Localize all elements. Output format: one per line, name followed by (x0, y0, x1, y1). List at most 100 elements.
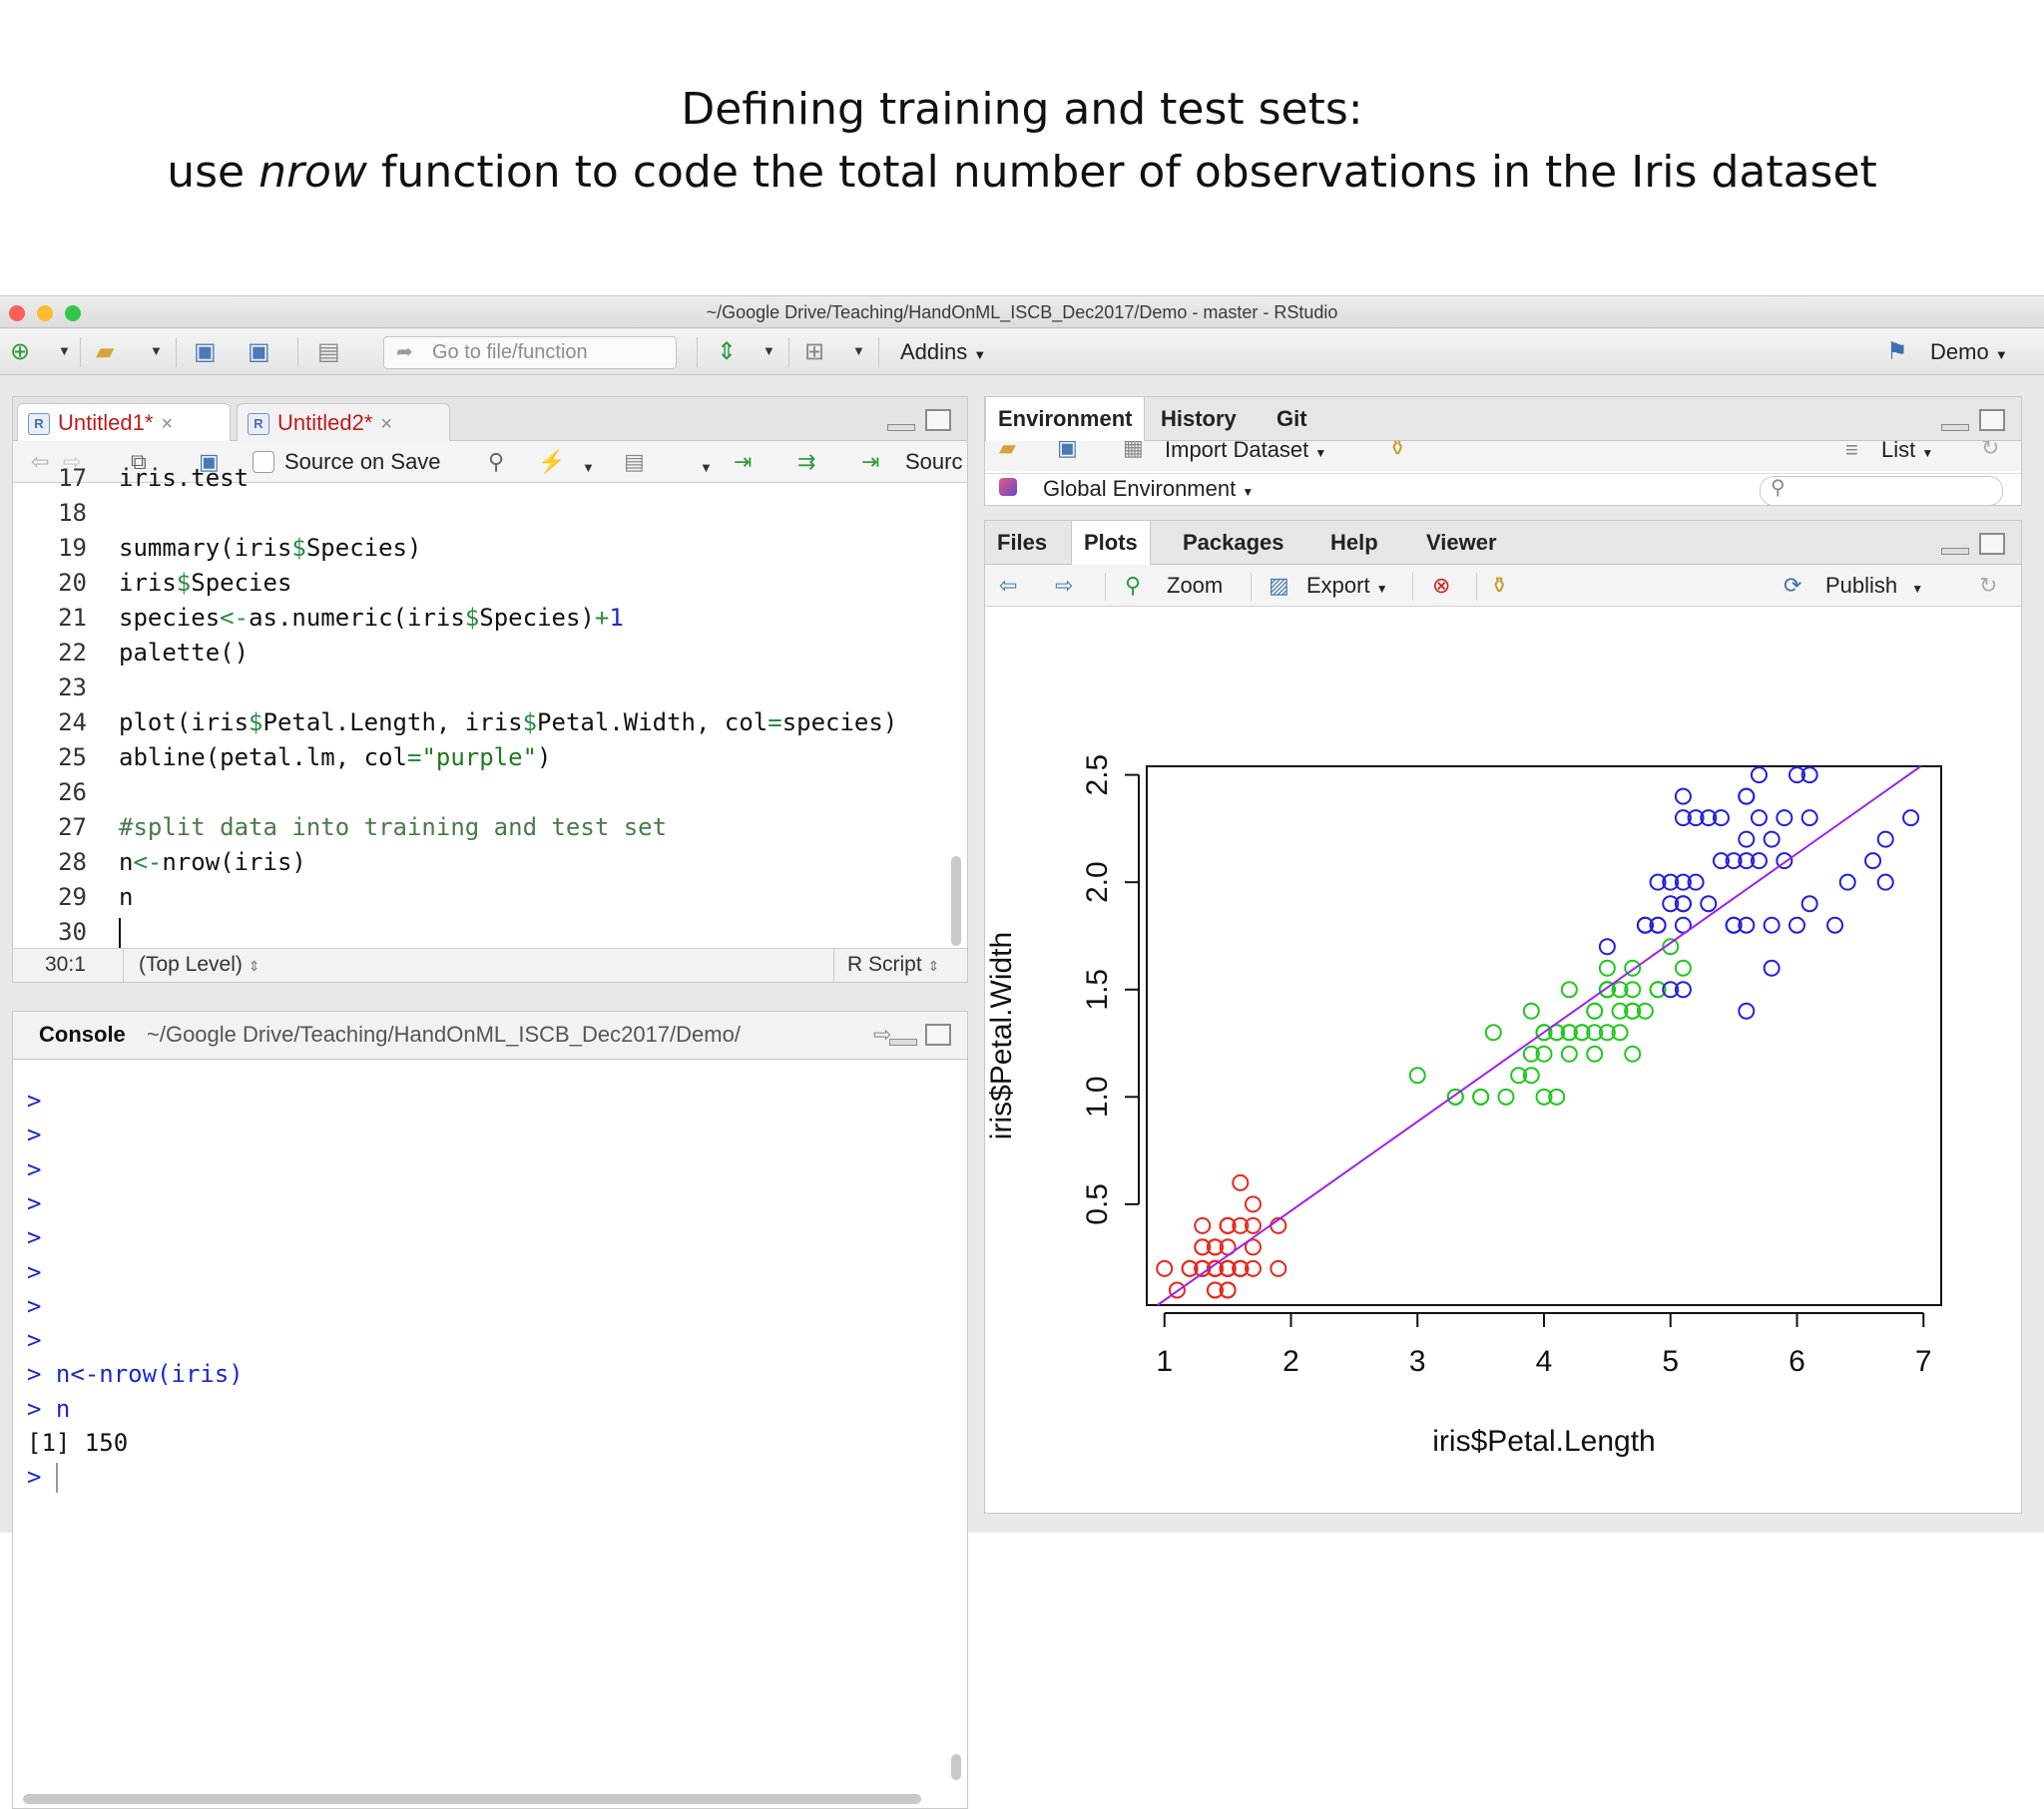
git-icon[interactable]: ⇕ (717, 338, 738, 365)
close-window-button[interactable] (9, 305, 25, 321)
insert-chunk-dropdown-icon[interactable]: ▼ (700, 460, 713, 475)
export-label: Export (1306, 573, 1370, 598)
go-to-file-input[interactable]: ➦ Go to file/function (383, 336, 677, 369)
save-icon[interactable]: ▣ (194, 338, 217, 365)
list-view-selector[interactable]: List ▼ (1881, 441, 1933, 463)
code-line: 22 palette() (13, 636, 955, 671)
maximize-pane-icon[interactable] (925, 409, 951, 431)
zoom-button[interactable]: Zoom (1167, 573, 1224, 598)
tab-history[interactable]: History (1161, 406, 1237, 431)
console-prompt-line: > (27, 1223, 42, 1252)
wand-dropdown-icon[interactable]: ▼ (582, 460, 595, 475)
new-file-icon[interactable]: ⊕ (10, 338, 31, 365)
line-number: 18 (58, 499, 87, 527)
open-dropdown-icon[interactable]: ▼ (150, 343, 163, 358)
data-point (1662, 873, 1680, 891)
x-tick-label: 2 (1282, 1345, 1299, 1378)
close-tab-icon[interactable]: × (380, 413, 393, 435)
maximize-pane-icon[interactable] (1979, 409, 2005, 431)
maximize-pane-icon[interactable] (1979, 533, 2005, 555)
tab-help[interactable]: Help (1330, 530, 1378, 555)
git-dropdown-icon[interactable]: ▼ (763, 343, 775, 358)
scope-label: (Top Level) (139, 953, 243, 976)
environment-search-input[interactable]: ⚲ (1760, 476, 2003, 505)
tab-environment[interactable]: Environment (985, 397, 1146, 442)
minimize-pane-icon[interactable] (889, 1024, 917, 1046)
console-scrollbar[interactable] (951, 1754, 961, 1780)
clear-plots-broom-icon[interactable]: ⚱ (1490, 573, 1509, 598)
forward-arrow-icon[interactable]: ⇨ (63, 449, 82, 474)
save-workspace-icon[interactable]: ▣ (1057, 441, 1078, 460)
search-icon[interactable]: ⚲ (488, 449, 505, 474)
import-dataset-button[interactable]: Import Dataset ▼ (1165, 441, 1326, 463)
zoom-window-button[interactable] (65, 305, 81, 321)
layout-dropdown-icon[interactable]: ▼ (852, 343, 865, 358)
tab-git[interactable]: Git (1277, 406, 1307, 431)
remove-plot-icon[interactable]: ⊗ (1432, 573, 1451, 598)
plot-viewer: 1 2 3 4 5 6 7 0.5 1.0 1.5 2.0 2.5 iris$Petal.Length i… (985, 607, 2021, 1513)
scope-selector[interactable]: (Top Level) ⇕ (139, 949, 259, 982)
data-point (1624, 1045, 1642, 1063)
data-point (1522, 1067, 1540, 1085)
data-point (1725, 916, 1743, 934)
environment-selector[interactable]: Global Environment ▼ (1043, 476, 1254, 502)
magic-wand-icon[interactable]: ⚡ (538, 449, 566, 474)
data-point (1232, 1173, 1250, 1191)
new-file-dropdown-icon[interactable]: ▼ (58, 343, 71, 358)
x-tick-label: 5 (1662, 1345, 1679, 1378)
refresh-icon[interactable]: ↻ (1981, 441, 2000, 460)
next-plot-icon[interactable]: ⇨ (1055, 573, 1074, 598)
tab-viewer[interactable]: Viewer (1426, 530, 1497, 555)
print-icon[interactable]: ▤ (317, 338, 340, 365)
save-all-icon[interactable]: ▣ (248, 338, 270, 365)
maximize-pane-icon[interactable] (925, 1024, 951, 1046)
code-line: 23 (13, 671, 955, 705)
publish-button[interactable]: Publish ▼ (1825, 573, 1923, 602)
x-tick-label: 7 (1915, 1345, 1932, 1378)
open-project-icon[interactable]: ▰ (96, 338, 115, 365)
data-point (1687, 809, 1705, 827)
tab-packages[interactable]: Packages (1183, 530, 1284, 555)
source-button-label[interactable]: Sourc (905, 449, 963, 474)
source-on-save-checkbox[interactable] (253, 451, 274, 473)
load-workspace-icon[interactable]: ▰ (999, 441, 1016, 460)
data-point (1510, 1067, 1528, 1085)
code-line: 24 plot(iris$Petal.Length, iris$Petal.Wid… (13, 705, 955, 740)
pane-layout-icon[interactable]: ⊞ (804, 338, 825, 365)
minimize-pane-icon[interactable] (1941, 409, 1969, 431)
back-arrow-icon[interactable]: ⇦ (31, 449, 50, 474)
tab-files[interactable]: Files (997, 530, 1048, 555)
source-icon[interactable]: ⇥ (861, 449, 880, 474)
project-menu[interactable]: Demo ▼ (1930, 338, 2008, 369)
previous-plot-icon[interactable]: ⇦ (999, 573, 1018, 598)
minimize-pane-icon[interactable] (1941, 533, 1969, 555)
publish-dropdown-icon: ▼ (1911, 582, 1924, 596)
tab-untitled2[interactable]: R Untitled2* × (237, 403, 450, 443)
console-hscrollbar[interactable] (23, 1794, 921, 1804)
tab-untitled1[interactable]: R Untitled1* × (17, 403, 231, 443)
addins-menu[interactable]: Addins ▼ (900, 338, 986, 369)
clear-console-icon[interactable]: ⇨ (873, 1022, 892, 1047)
editor-scrollbar[interactable] (951, 856, 961, 946)
data-point (1535, 1088, 1553, 1106)
file-type-selector[interactable]: R Script ⇕ (847, 949, 939, 982)
show-in-window-icon[interactable]: ⧉ (131, 449, 147, 474)
environment-dropdown-icon: ▼ (1242, 485, 1255, 499)
broom-icon[interactable]: ⚱ (1388, 441, 1407, 460)
data-point (1244, 1259, 1262, 1277)
tab-plots[interactable]: Plots (1071, 521, 1151, 566)
close-tab-icon[interactable]: × (161, 413, 174, 435)
minimize-window-button[interactable] (37, 305, 53, 321)
code-text: #split data into training and test set (119, 813, 668, 841)
minimize-pane-icon[interactable] (887, 409, 915, 431)
export-button[interactable]: Export ▼ (1306, 573, 1388, 602)
rerun-icon[interactable]: ⇉ (797, 449, 816, 474)
editor-statusbar: 30:1 (Top Level) ⇕ R Script ⇕ (13, 948, 967, 982)
project-label: Demo (1930, 339, 1989, 364)
save-icon[interactable]: ▣ (199, 449, 220, 474)
data-point (1674, 809, 1692, 827)
compile-report-icon[interactable]: ▤ (624, 449, 645, 474)
refresh-icon[interactable]: ↻ (1979, 573, 1998, 598)
data-point (1902, 809, 1920, 827)
run-line-icon[interactable]: ⇥ (734, 449, 753, 474)
